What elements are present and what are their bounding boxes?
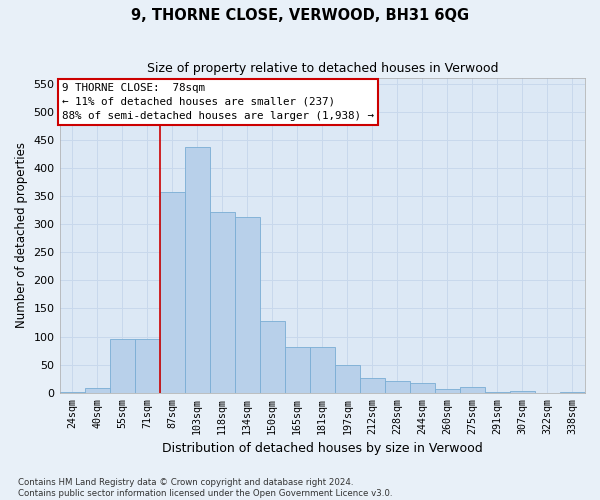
Bar bbox=[360, 378, 385, 393]
Bar bbox=[385, 381, 410, 393]
Bar bbox=[410, 384, 435, 393]
Bar bbox=[335, 366, 360, 393]
Bar bbox=[185, 146, 209, 393]
Title: Size of property relative to detached houses in Verwood: Size of property relative to detached ho… bbox=[146, 62, 498, 76]
Text: 9 THORNE CLOSE:  78sqm
← 11% of detached houses are smaller (237)
88% of semi-de: 9 THORNE CLOSE: 78sqm ← 11% of detached … bbox=[62, 83, 374, 121]
Bar bbox=[560, 392, 585, 393]
Y-axis label: Number of detached properties: Number of detached properties bbox=[15, 142, 28, 328]
Bar bbox=[460, 386, 485, 393]
Bar bbox=[510, 390, 535, 393]
Bar bbox=[260, 321, 285, 393]
Text: Contains HM Land Registry data © Crown copyright and database right 2024.
Contai: Contains HM Land Registry data © Crown c… bbox=[18, 478, 392, 498]
Bar bbox=[310, 346, 335, 393]
Bar bbox=[209, 212, 235, 393]
Bar bbox=[235, 218, 260, 393]
Bar bbox=[134, 340, 160, 393]
Bar bbox=[285, 346, 310, 393]
Bar bbox=[160, 192, 185, 393]
Text: 9, THORNE CLOSE, VERWOOD, BH31 6QG: 9, THORNE CLOSE, VERWOOD, BH31 6QG bbox=[131, 8, 469, 22]
Bar bbox=[110, 340, 134, 393]
Bar bbox=[485, 392, 510, 393]
X-axis label: Distribution of detached houses by size in Verwood: Distribution of detached houses by size … bbox=[162, 442, 482, 455]
Bar bbox=[435, 389, 460, 393]
Bar bbox=[59, 392, 85, 393]
Bar bbox=[85, 388, 110, 393]
